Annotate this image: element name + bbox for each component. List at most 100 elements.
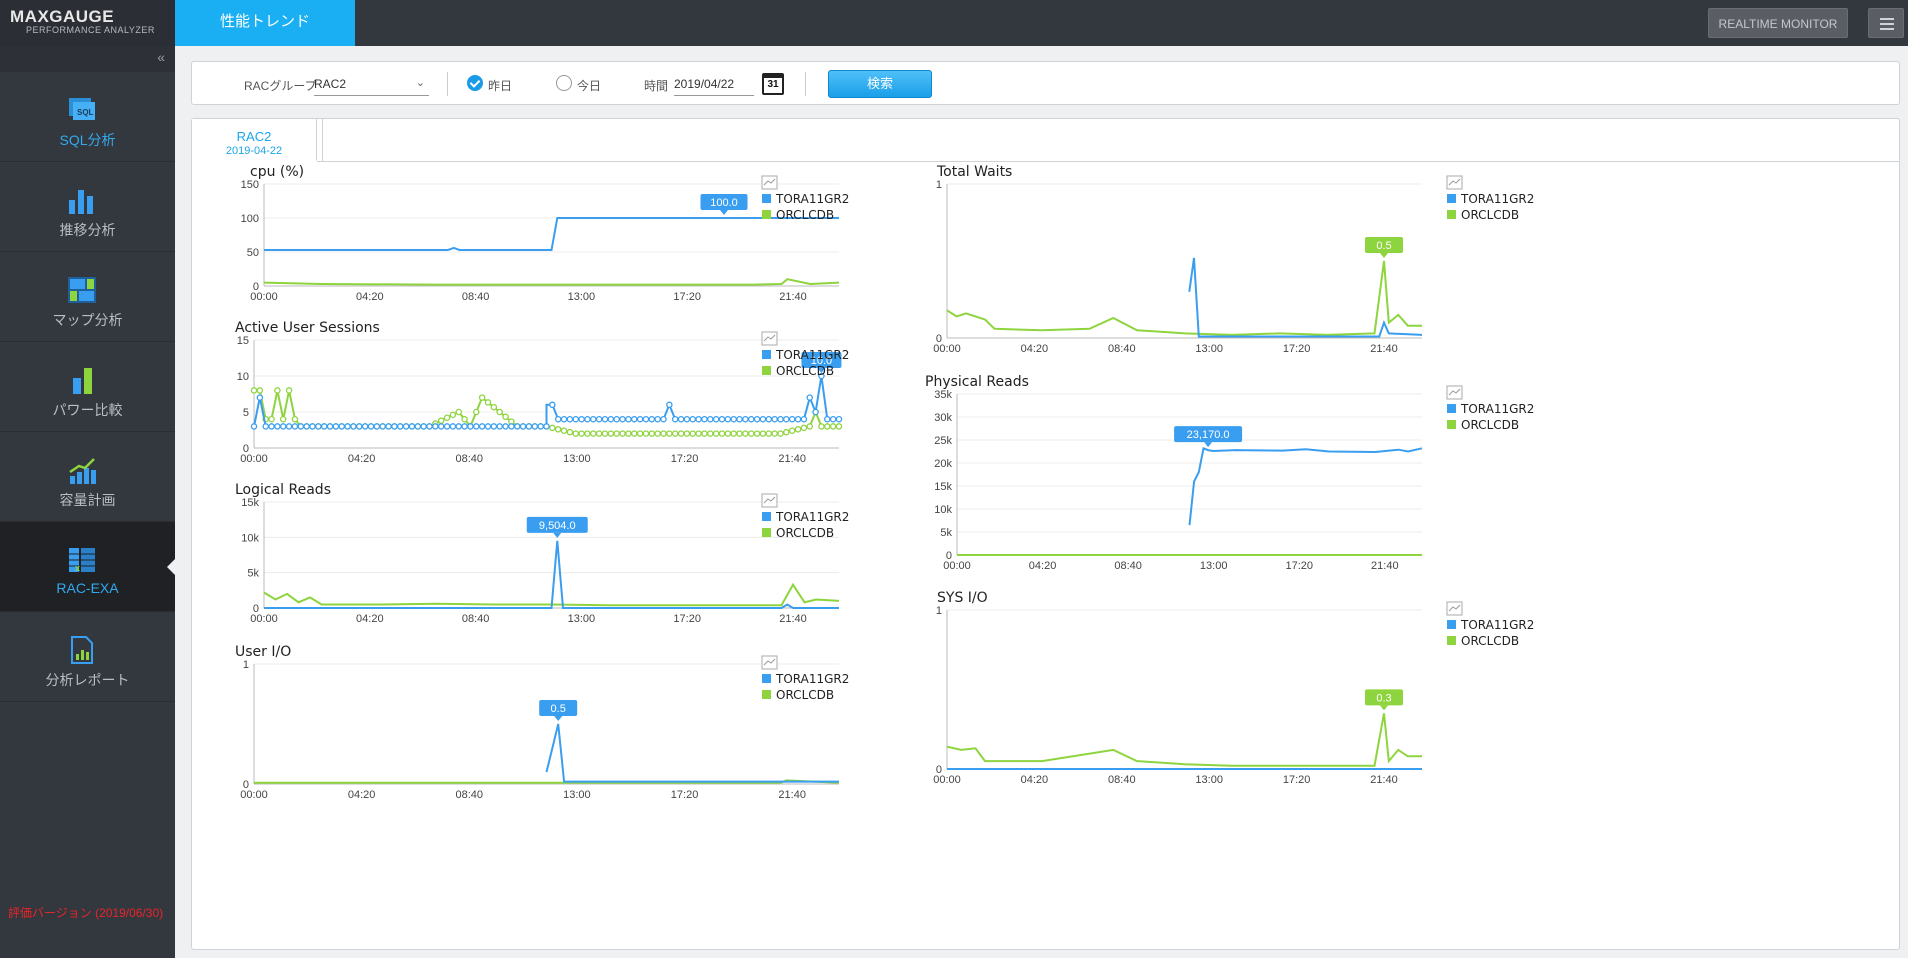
series-point xyxy=(677,430,685,437)
tab-performance-trend[interactable]: 性能トレンド xyxy=(175,0,355,46)
series-point xyxy=(619,430,626,437)
value-callout xyxy=(526,516,588,533)
series-point xyxy=(695,415,702,423)
series-point xyxy=(595,430,603,437)
x-tick-label: 04:20 xyxy=(348,453,376,465)
callout-label: 0.3 xyxy=(1376,692,1391,704)
x-tick-label: 13:00 xyxy=(563,453,591,465)
sidebar-item-analysis-report[interactable]: 分析レポート xyxy=(0,612,175,702)
chart-export-icon[interactable] xyxy=(1446,385,1463,400)
legend-swatch xyxy=(762,512,771,521)
x-tick-label: 21:40 xyxy=(1371,560,1399,572)
series-point xyxy=(519,423,527,430)
legend-label: ORCLCDB xyxy=(776,688,834,702)
realtime-monitor-button[interactable]: REALTIME MONITOR xyxy=(1708,8,1848,38)
tab-rac2[interactable]: RAC2 2019-04-22 xyxy=(192,119,317,161)
chart-export-icon[interactable] xyxy=(1446,175,1463,190)
y-tick-label: 0 xyxy=(253,281,259,293)
series-line-tora11gr2 xyxy=(1188,447,1423,526)
callout-pointer xyxy=(553,532,562,538)
y-tick-label: 0 xyxy=(253,603,259,615)
x-tick-label: 00:00 xyxy=(933,343,961,355)
legend-label: TORA11GR2 xyxy=(775,192,849,206)
series-point xyxy=(502,413,509,421)
sidebar-item-label: 分析レポート xyxy=(45,672,130,688)
double-chevron-left-icon[interactable]: « xyxy=(157,49,165,65)
sidebar-item-sql-analysis[interactable]: SQL SQL分析 xyxy=(0,72,175,162)
sidebar-item-rac-exa[interactable]: x RAC-EXA xyxy=(0,522,175,612)
sidebar-item-map-analysis[interactable]: マップ分析 xyxy=(0,252,175,342)
x-tick-label: 13:00 xyxy=(1195,343,1223,355)
x-tick-label: 21:40 xyxy=(778,453,806,465)
sidebar-item-label: パワー比較 xyxy=(52,402,123,418)
x-tick-label: 13:00 xyxy=(568,613,596,625)
y-tick-label: 0 xyxy=(243,779,249,791)
series-point xyxy=(496,408,503,416)
legend-swatch xyxy=(1447,404,1456,413)
value-callout xyxy=(1365,237,1403,253)
callout-pointer xyxy=(1380,253,1388,258)
active-pointer xyxy=(167,559,175,575)
chart-export-icon[interactable] xyxy=(761,331,778,346)
series-point xyxy=(443,414,451,422)
series-point xyxy=(707,415,714,423)
series-point xyxy=(584,430,591,437)
y-tick-label: 10 xyxy=(237,371,249,383)
x-tick-label: 21:40 xyxy=(1370,343,1398,355)
radio-today-label[interactable]: 今日 xyxy=(577,79,602,93)
series-point xyxy=(408,423,416,430)
chart-export-icon[interactable] xyxy=(761,655,778,670)
sidebar-item-power-compare[interactable]: パワー比較 xyxy=(0,342,175,432)
radio-yesterday[interactable] xyxy=(467,75,483,91)
x-tick-label: 04:20 xyxy=(1021,343,1049,355)
legend-swatch xyxy=(762,690,771,699)
main-panel: RAC2 2019-04-22 cpu (%) 0 50 100 150 00:00 04:… xyxy=(191,118,1900,950)
x-tick-label: 21:40 xyxy=(779,613,807,625)
x-tick-label: 17:20 xyxy=(671,789,699,801)
radio-yesterday-label[interactable]: 昨日 xyxy=(488,79,513,93)
calendar-icon[interactable]: 31 xyxy=(762,73,784,95)
series-point xyxy=(396,423,404,430)
series-line-tora11gr2 xyxy=(264,540,839,609)
series-point xyxy=(332,423,340,430)
legend-label: TORA11GR2 xyxy=(775,510,849,524)
x-tick-label: 17:20 xyxy=(673,291,701,303)
sidebar-item-trend-analysis[interactable]: 推移分析 xyxy=(0,162,175,252)
series-point xyxy=(835,415,843,423)
series-point xyxy=(707,430,714,437)
series-point xyxy=(414,423,422,430)
x-tick-label: 08:40 xyxy=(1114,560,1142,572)
sidebar-item-capacity-plan[interactable]: 容量計画 xyxy=(0,432,175,522)
x-tick-label: 13:00 xyxy=(568,291,596,303)
callout-label: 0.5 xyxy=(1376,240,1391,252)
hamburger-menu-icon[interactable] xyxy=(1868,8,1904,38)
x-tick-label: 00:00 xyxy=(240,789,268,801)
series-point xyxy=(525,423,533,430)
y-tick-label: 15k xyxy=(934,481,952,493)
date-input[interactable]: 2019/04/22 xyxy=(674,76,754,96)
chart-title: Physical Reads xyxy=(925,374,1029,390)
y-tick-label: 10k xyxy=(934,504,952,516)
y-tick-label: 1 xyxy=(936,179,942,191)
y-tick-label: 50 xyxy=(247,247,259,259)
rac-group-select[interactable]: RAC2 ⌄ xyxy=(314,76,429,96)
series-point xyxy=(484,423,492,430)
x-tick-label: 08:40 xyxy=(462,291,490,303)
series-point xyxy=(437,423,445,430)
chart-export-icon[interactable] xyxy=(761,493,778,508)
callout-label: 9,504.0 xyxy=(539,520,576,532)
chart-export-icon[interactable] xyxy=(761,175,778,190)
search-button[interactable]: 検索 xyxy=(828,70,932,98)
series-point xyxy=(280,415,287,423)
series-point xyxy=(736,415,743,423)
chart-5: Physical Reads 0 5k 10k 15k 20k 25k 30k 35k 00:00… xyxy=(925,374,1534,572)
collapse-sidebar-button[interactable]: « xyxy=(0,46,175,72)
series-point xyxy=(303,423,310,430)
legend-label: ORCLCDB xyxy=(1461,208,1519,222)
radio-today[interactable] xyxy=(556,75,572,91)
series-line-orclcdb xyxy=(263,582,840,607)
series-point xyxy=(625,430,632,437)
callout-label: 0.5 xyxy=(551,703,566,715)
chart-export-icon[interactable] xyxy=(1446,601,1463,616)
series-point xyxy=(379,423,386,430)
